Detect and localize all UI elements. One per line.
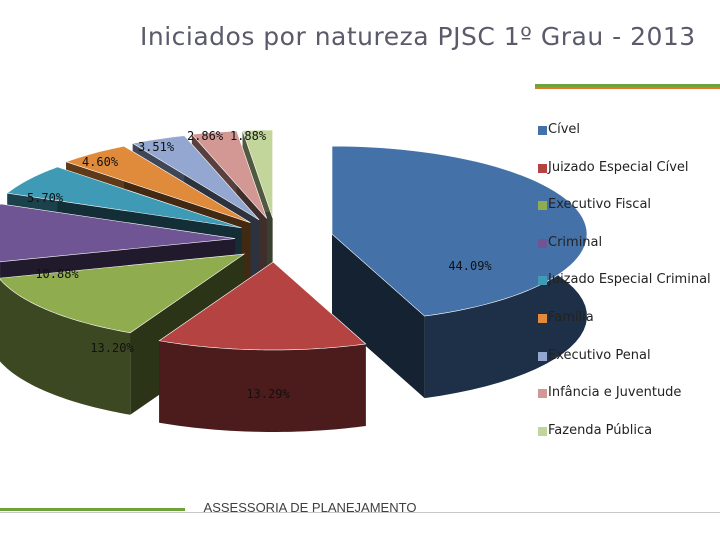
slice-juizado-especial-civel <box>158 261 367 351</box>
slice-outer-wall <box>159 340 366 432</box>
legend-label: Infância e Juventude <box>548 385 682 401</box>
legend-item: Juizado Especial Criminal <box>538 272 718 310</box>
bottom-divider <box>0 512 720 513</box>
data-label: 2.86% <box>187 129 224 143</box>
slice-fazenda-publica <box>242 129 273 219</box>
data-label: 44.09% <box>448 259 492 273</box>
legend-label: Cível <box>548 122 580 137</box>
legend-item: Família <box>538 310 718 348</box>
legend-swatch <box>538 201 547 211</box>
legend-item: Executivo Fiscal <box>538 197 718 235</box>
legend-label: Fazenda Pública <box>548 422 653 438</box>
legend-item: Executivo Penal <box>538 348 718 386</box>
data-label: 5.70% <box>27 191 64 205</box>
slice-familia <box>65 145 251 223</box>
legend-swatch <box>538 238 547 248</box>
legend-label: Executivo Fiscal <box>548 197 652 213</box>
legend-swatch <box>538 276 547 286</box>
legend-swatch <box>538 163 547 173</box>
legend-swatch <box>538 389 547 399</box>
slice-infancia-e-juventude <box>191 130 268 219</box>
top-accent-rule-orange <box>535 87 720 89</box>
data-label: 3.51% <box>138 140 175 154</box>
slice-outer-wall <box>0 279 131 415</box>
footer-text: ASSESSORIA DE PLANEJAMENTO <box>203 500 417 515</box>
slice-juizado-especial-criminal <box>6 166 242 229</box>
legend-item: Criminal <box>538 235 718 273</box>
legend-label: Juizado Especial Cível <box>548 159 689 175</box>
legend-label: Criminal <box>548 234 603 250</box>
legend-item: Cível <box>538 122 718 160</box>
slice-civel <box>331 145 588 317</box>
pie-labels: 44.09% 13.29% 13.20% 10.88% 5.70% 4.60% 3.51% 2… <box>27 129 493 401</box>
legend-item: Fazenda Pública <box>538 423 718 461</box>
pie-tops <box>0 129 588 351</box>
legend-label: Executivo Penal <box>548 347 651 363</box>
legend-swatch <box>538 351 547 361</box>
slice-executivo-fiscal <box>0 253 246 334</box>
top-accent-rule-green <box>535 84 720 87</box>
legend-item: Juizado Especial Cível <box>538 160 718 198</box>
legend-item: Infância e Juventude <box>538 385 718 423</box>
legend-swatch <box>538 313 547 323</box>
slice-executivo-penal <box>131 135 260 221</box>
data-label: 13.20% <box>90 341 134 355</box>
data-label: 13.29% <box>246 387 290 401</box>
slice-criminal <box>0 203 236 263</box>
legend-label: Juizado Especial Criminal <box>548 272 711 288</box>
chart-legend: Cível Juizado Especial Cível Executivo Fis… <box>538 122 718 460</box>
legend-label: Família <box>548 309 594 325</box>
data-label: 10.88% <box>35 267 79 281</box>
legend-swatch <box>538 426 547 436</box>
bottom-accent-rule-green <box>0 508 185 511</box>
data-label: 4.60% <box>82 155 119 169</box>
slide-title: Iniciados por natureza PJSC 1º Grau - 20… <box>140 22 696 51</box>
legend-swatch <box>538 126 547 135</box>
slice-radial-wall <box>332 234 425 399</box>
data-label: 1.88% <box>230 129 267 143</box>
